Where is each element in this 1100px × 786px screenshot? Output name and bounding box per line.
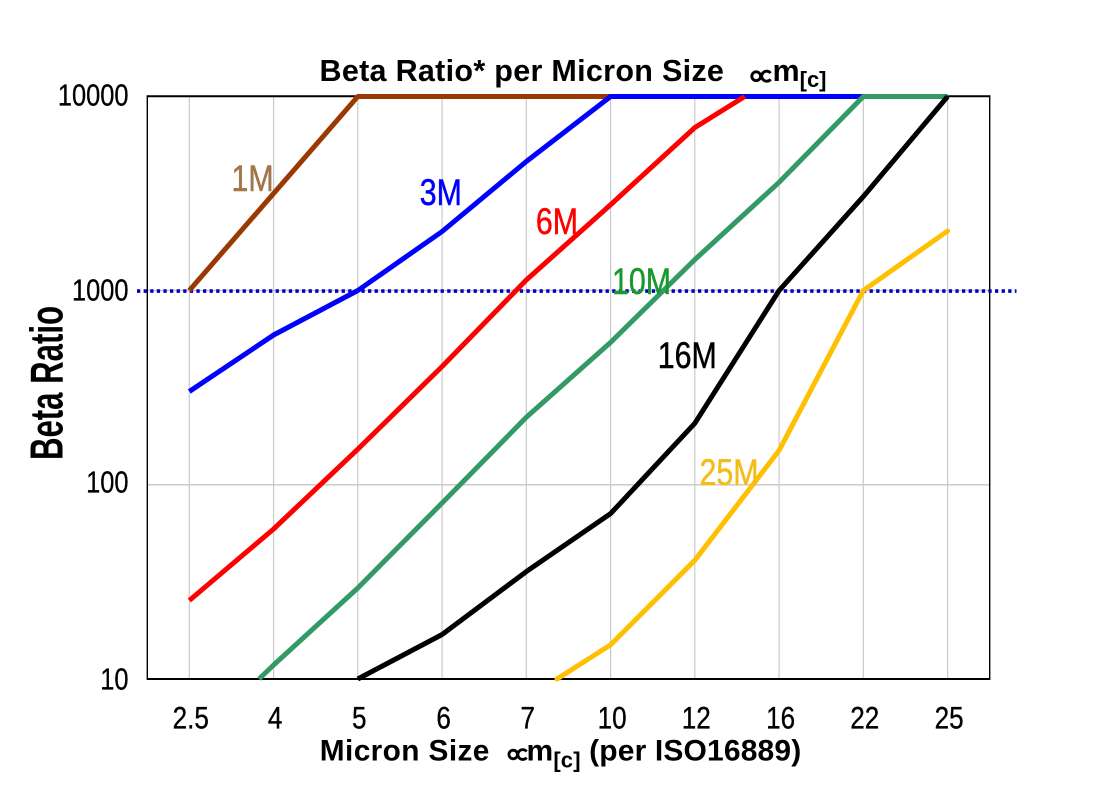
svg-text:4: 4: [268, 701, 283, 736]
svg-text:Beta Ratio: Beta Ratio: [21, 306, 73, 460]
svg-text:1M: 1M: [232, 158, 274, 200]
svg-text:12: 12: [682, 701, 711, 736]
svg-text:10M: 10M: [612, 261, 671, 303]
svg-text:6: 6: [436, 701, 451, 736]
svg-text:25M: 25M: [700, 452, 759, 494]
svg-text:2.5: 2.5: [173, 701, 209, 736]
svg-text:Beta Ratio* per Micron Size: Beta Ratio* per Micron Size: [320, 54, 725, 88]
svg-text:7: 7: [521, 701, 536, 736]
svg-text:Micron Size: Micron Size: [320, 735, 490, 768]
svg-text:1000: 1000: [72, 273, 129, 308]
svg-text:10000: 10000: [58, 78, 129, 113]
svg-text:22: 22: [850, 701, 879, 736]
svg-text:16: 16: [766, 701, 795, 736]
svg-text:3M: 3M: [420, 172, 462, 214]
svg-text:5: 5: [352, 701, 367, 736]
svg-text:100: 100: [86, 465, 128, 500]
svg-text:25: 25: [935, 701, 964, 736]
svg-text:10: 10: [598, 701, 627, 736]
svg-text:10: 10: [100, 662, 128, 697]
svg-text:6M: 6M: [536, 201, 578, 243]
svg-text:16M: 16M: [658, 335, 717, 377]
